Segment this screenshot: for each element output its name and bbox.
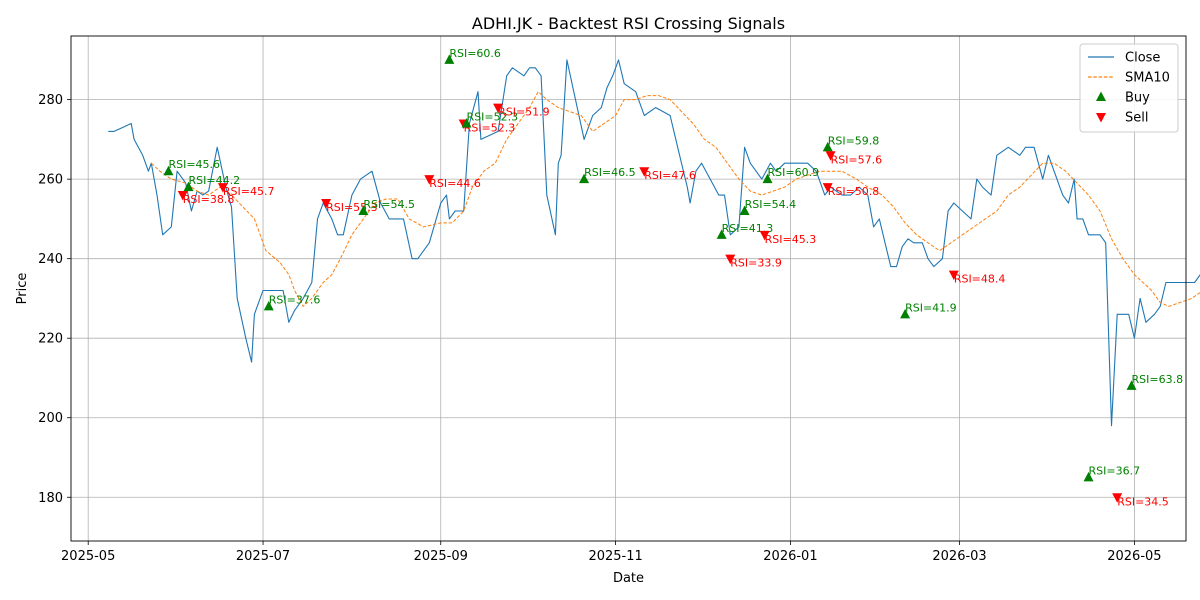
buy-marker bbox=[1083, 471, 1094, 482]
x-tick-label: 2025-05 bbox=[61, 549, 115, 564]
x-tick-label: 2025-07 bbox=[236, 549, 290, 564]
x-axis-title: Date bbox=[613, 571, 644, 586]
sma10-line bbox=[150, 91, 1200, 307]
buy-rsi-label: RSI=41.9 bbox=[905, 301, 957, 314]
x-tick-label: 2026-03 bbox=[932, 549, 986, 564]
sell-marker bbox=[493, 103, 504, 114]
plot-frame bbox=[70, 35, 1187, 542]
sell-rsi-label: RSI=47.6 bbox=[644, 169, 696, 182]
y-axis-title: Price bbox=[15, 273, 30, 305]
y-tick-label: 180 bbox=[38, 491, 63, 506]
y-tick-label: 220 bbox=[38, 332, 63, 347]
buy-rsi-label: RSI=45.6 bbox=[168, 158, 220, 171]
sell-rsi-label: RSI=45.7 bbox=[223, 185, 275, 198]
x-tick-label: 2025-09 bbox=[414, 549, 468, 564]
sell-marker bbox=[948, 270, 959, 281]
axes: 2025-05 2025-07 2025-09 2025-11 2026-01 2026-… bbox=[38, 35, 1187, 564]
buy-rsi-label: RSI=60.6 bbox=[449, 47, 501, 60]
sell-marker bbox=[825, 151, 836, 161]
sell-rsi-label: RSI=50.8 bbox=[828, 185, 880, 198]
buy-marker bbox=[716, 229, 727, 239]
buy-marker bbox=[1126, 380, 1137, 390]
legend-label: Close bbox=[1125, 51, 1160, 66]
buy-marker bbox=[263, 300, 274, 311]
sell-rsi-label: RSI=44.6 bbox=[429, 177, 481, 190]
buy-marker bbox=[739, 205, 750, 215]
sell-marker bbox=[725, 254, 736, 265]
buy-rsi-label: RSI=54.4 bbox=[745, 198, 797, 211]
buy-marker bbox=[358, 205, 369, 215]
plot-area: RSI=45.6RSI=38.8RSI=44.2RSI=45.7RSI=37.6… bbox=[108, 47, 1200, 508]
legend-box bbox=[1079, 43, 1179, 133]
buy-marker bbox=[163, 165, 174, 176]
buy-marker bbox=[822, 141, 833, 152]
y-tick-label: 240 bbox=[38, 252, 63, 267]
buy-marker bbox=[762, 173, 773, 184]
buy-rsi-label: RSI=54.5 bbox=[363, 198, 415, 211]
buy-marker bbox=[183, 181, 194, 192]
legend-swatch bbox=[1096, 113, 1106, 123]
buy-rsi-label: RSI=36.7 bbox=[1089, 464, 1141, 477]
sell-marker bbox=[424, 175, 435, 185]
buy-rsi-label: RSI=46.5 bbox=[584, 166, 636, 179]
y-tick-label: 200 bbox=[38, 411, 63, 426]
sell-rsi-label: RSI=45.3 bbox=[765, 233, 817, 246]
x-tick-label: 2026-01 bbox=[763, 549, 817, 564]
sell-marker bbox=[177, 191, 188, 201]
buy-marker bbox=[461, 117, 472, 128]
y-tick-label: 260 bbox=[38, 173, 63, 188]
chart-title: ADHI.JK - Backtest RSI Crossing Signals bbox=[472, 14, 785, 33]
legend-label: SMA10 bbox=[1125, 71, 1170, 86]
sell-marker bbox=[321, 199, 332, 209]
sell-marker bbox=[759, 230, 770, 241]
buy-rsi-label: RSI=63.8 bbox=[1132, 373, 1184, 386]
sell-marker bbox=[822, 183, 833, 193]
buy-marker bbox=[579, 173, 590, 184]
sell-rsi-label: RSI=38.8 bbox=[183, 193, 235, 206]
legend-swatch bbox=[1096, 91, 1106, 101]
sell-marker bbox=[639, 167, 650, 177]
sell-marker bbox=[1112, 493, 1123, 503]
buy-rsi-label: RSI=60.9 bbox=[768, 166, 820, 179]
buy-rsi-label: RSI=59.8 bbox=[828, 134, 880, 147]
sell-rsi-label: RSI=33.9 bbox=[730, 257, 782, 270]
x-tick-label: 2025-11 bbox=[588, 549, 642, 564]
legend: Close SMA10 Buy Sell bbox=[1079, 43, 1179, 133]
sell-rsi-label: RSI=57.6 bbox=[831, 153, 883, 166]
buy-marker bbox=[444, 54, 455, 64]
sell-rsi-label: RSI=52.3 bbox=[464, 121, 516, 134]
buy-marker bbox=[900, 308, 911, 319]
buy-rsi-label: RSI=37.6 bbox=[269, 293, 321, 306]
legend-label: Buy bbox=[1125, 91, 1150, 106]
sell-marker bbox=[217, 183, 228, 193]
y-tick-label: 280 bbox=[38, 93, 63, 108]
x-tick-label: 2026-05 bbox=[1107, 549, 1161, 564]
sell-rsi-label: RSI=48.4 bbox=[954, 273, 1006, 286]
legend-label: Sell bbox=[1125, 111, 1148, 126]
close-line bbox=[108, 59, 1200, 427]
sell-rsi-label: RSI=34.5 bbox=[1117, 495, 1169, 508]
buy-rsi-label: RSI=52.3 bbox=[467, 110, 519, 123]
sell-rsi-label: RSI=51.9 bbox=[498, 106, 550, 119]
